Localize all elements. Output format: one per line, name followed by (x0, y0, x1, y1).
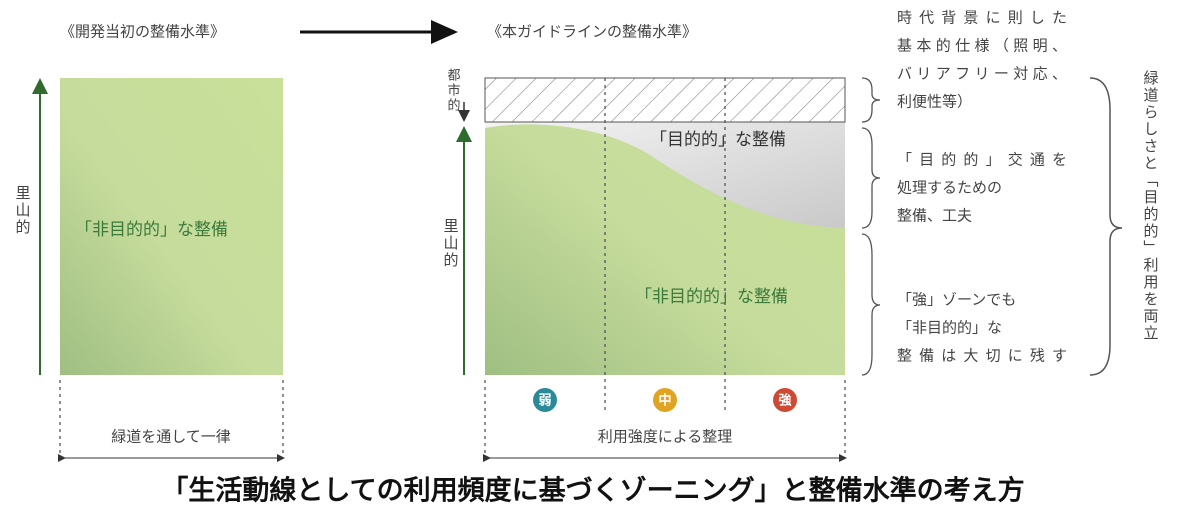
right-title: 《本ガイドラインの整備水準》 (487, 23, 697, 41)
brace (1089, 77, 1123, 376)
caption: 「生活動線としての利用頻度に基づくゾーニング」と整備水準の考え方 (161, 475, 1024, 507)
right-axis-bottom: 里山的 (442, 218, 460, 269)
note-line: 利便性等） (897, 93, 972, 111)
note-line: 「強」ゾーンでも (897, 291, 1016, 309)
note-line: 整備、工夫 (897, 207, 972, 225)
left-axis-label: 里山的 (14, 185, 32, 236)
note-line: 基本的仕様（照明、 (897, 37, 1067, 55)
left-title: 《開発当初の整備水準》 (60, 23, 225, 41)
upper-label: 「目的的」な整備 (650, 130, 786, 150)
summary: 緑道らしさと「目的的」利用を両立 (1142, 70, 1160, 342)
left-area (60, 78, 283, 375)
brace (861, 127, 881, 229)
right-axis-top: 都市的 (445, 68, 461, 113)
zone-label: 強 (778, 393, 791, 409)
note-line: 時代背景に則した (897, 9, 1067, 27)
note-line: 「非目的的」な (897, 319, 1002, 337)
note-line: 処理するための (897, 179, 1002, 197)
zone-badge (533, 388, 557, 412)
note-line: 「目的的」交通を (897, 151, 1067, 169)
left-area-label: 「非目的的」な整備 (75, 220, 228, 240)
right-bottom: 利用強度による整理 (598, 428, 733, 446)
lower-label: 「非目的的」な整備 (635, 287, 788, 307)
purposeful-area (485, 122, 845, 228)
basic-spec-area (484, 77, 846, 123)
zone-badge (773, 388, 797, 412)
zone-label: 弱 (538, 393, 551, 409)
note-line: 整備は大切に残す (897, 347, 1067, 365)
left-bottom: 緑道を通して一律 (111, 428, 231, 446)
brace (861, 233, 881, 376)
zone-badge (653, 388, 677, 412)
zone-label: 中 (658, 393, 671, 409)
brace (861, 77, 881, 123)
note-line: バリアフリー対応、 (897, 65, 1067, 83)
